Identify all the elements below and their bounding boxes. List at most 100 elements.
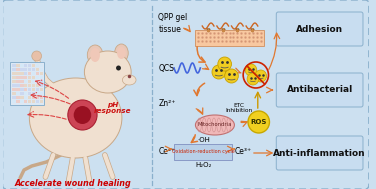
FancyBboxPatch shape <box>12 92 16 95</box>
FancyBboxPatch shape <box>36 64 39 67</box>
FancyBboxPatch shape <box>16 92 20 95</box>
FancyBboxPatch shape <box>12 88 16 91</box>
Text: Accelerate wound healing: Accelerate wound healing <box>14 178 131 187</box>
Circle shape <box>32 51 41 61</box>
Circle shape <box>212 65 226 79</box>
FancyBboxPatch shape <box>24 84 27 87</box>
FancyBboxPatch shape <box>20 80 24 83</box>
FancyBboxPatch shape <box>20 64 24 67</box>
FancyBboxPatch shape <box>24 64 27 67</box>
Text: Anti-inflammation: Anti-inflammation <box>273 149 366 157</box>
FancyBboxPatch shape <box>16 68 20 71</box>
FancyBboxPatch shape <box>20 96 24 99</box>
FancyBboxPatch shape <box>28 76 31 79</box>
FancyBboxPatch shape <box>36 88 39 91</box>
FancyBboxPatch shape <box>32 92 35 95</box>
FancyBboxPatch shape <box>32 68 35 71</box>
FancyBboxPatch shape <box>28 72 31 75</box>
FancyBboxPatch shape <box>16 96 20 99</box>
FancyBboxPatch shape <box>36 96 39 99</box>
FancyBboxPatch shape <box>39 64 43 67</box>
FancyBboxPatch shape <box>20 84 24 87</box>
FancyBboxPatch shape <box>16 72 20 75</box>
FancyBboxPatch shape <box>28 64 31 67</box>
Text: pH
response: pH response <box>94 101 131 115</box>
FancyBboxPatch shape <box>28 84 31 87</box>
Text: ROS: ROS <box>250 119 267 125</box>
FancyBboxPatch shape <box>12 68 16 71</box>
Circle shape <box>218 57 232 71</box>
FancyBboxPatch shape <box>20 76 24 79</box>
Ellipse shape <box>84 51 131 93</box>
FancyBboxPatch shape <box>12 80 16 83</box>
Text: Adhesion: Adhesion <box>296 25 343 33</box>
FancyBboxPatch shape <box>24 80 27 83</box>
FancyBboxPatch shape <box>39 88 43 91</box>
Text: Oxidation-reduction cycle: Oxidation-reduction cycle <box>172 149 235 154</box>
FancyBboxPatch shape <box>28 68 31 71</box>
Ellipse shape <box>196 115 234 135</box>
FancyBboxPatch shape <box>36 84 39 87</box>
Circle shape <box>74 106 91 124</box>
FancyBboxPatch shape <box>32 64 35 67</box>
FancyBboxPatch shape <box>12 84 16 87</box>
FancyBboxPatch shape <box>24 88 27 91</box>
FancyBboxPatch shape <box>32 72 35 75</box>
Text: Zn²⁺: Zn²⁺ <box>158 98 176 108</box>
FancyBboxPatch shape <box>36 76 39 79</box>
Circle shape <box>245 64 257 76</box>
Ellipse shape <box>87 45 103 65</box>
FancyBboxPatch shape <box>12 100 16 103</box>
FancyBboxPatch shape <box>28 80 31 83</box>
Circle shape <box>248 111 270 133</box>
FancyBboxPatch shape <box>24 72 27 75</box>
Text: ·OH: ·OH <box>197 137 210 143</box>
Ellipse shape <box>122 75 136 85</box>
FancyBboxPatch shape <box>39 100 43 103</box>
FancyBboxPatch shape <box>12 64 16 67</box>
FancyBboxPatch shape <box>24 100 27 103</box>
FancyBboxPatch shape <box>24 96 27 99</box>
FancyBboxPatch shape <box>24 76 27 79</box>
Text: tissue: tissue <box>158 26 181 35</box>
FancyBboxPatch shape <box>36 92 39 95</box>
FancyBboxPatch shape <box>36 80 39 83</box>
FancyBboxPatch shape <box>20 68 24 71</box>
FancyBboxPatch shape <box>39 68 43 71</box>
Circle shape <box>68 100 97 130</box>
Ellipse shape <box>90 48 100 62</box>
FancyBboxPatch shape <box>39 80 43 83</box>
FancyBboxPatch shape <box>16 64 20 67</box>
FancyBboxPatch shape <box>20 72 24 75</box>
FancyBboxPatch shape <box>20 88 24 91</box>
FancyBboxPatch shape <box>12 96 16 99</box>
FancyBboxPatch shape <box>39 76 43 79</box>
FancyBboxPatch shape <box>36 72 39 75</box>
FancyBboxPatch shape <box>28 88 31 91</box>
FancyBboxPatch shape <box>32 84 35 87</box>
FancyBboxPatch shape <box>39 84 43 87</box>
FancyBboxPatch shape <box>32 76 35 79</box>
FancyBboxPatch shape <box>32 80 35 83</box>
FancyBboxPatch shape <box>20 92 24 95</box>
FancyBboxPatch shape <box>16 76 20 79</box>
Text: ETC
Inhibition: ETC Inhibition <box>226 103 253 113</box>
Text: Ce⁴⁺: Ce⁴⁺ <box>158 147 176 156</box>
FancyBboxPatch shape <box>12 76 16 79</box>
Circle shape <box>116 66 121 70</box>
FancyBboxPatch shape <box>32 96 35 99</box>
Ellipse shape <box>117 47 126 59</box>
FancyBboxPatch shape <box>32 100 35 103</box>
FancyBboxPatch shape <box>36 100 39 103</box>
FancyBboxPatch shape <box>24 92 27 95</box>
Text: H₂O₂: H₂O₂ <box>195 162 211 168</box>
Circle shape <box>225 69 238 83</box>
Text: Ce³⁺: Ce³⁺ <box>234 147 252 156</box>
FancyBboxPatch shape <box>39 92 43 95</box>
FancyBboxPatch shape <box>174 144 232 160</box>
FancyBboxPatch shape <box>39 72 43 75</box>
Ellipse shape <box>115 44 128 62</box>
Circle shape <box>247 73 259 85</box>
FancyBboxPatch shape <box>196 30 264 46</box>
FancyBboxPatch shape <box>276 136 363 170</box>
